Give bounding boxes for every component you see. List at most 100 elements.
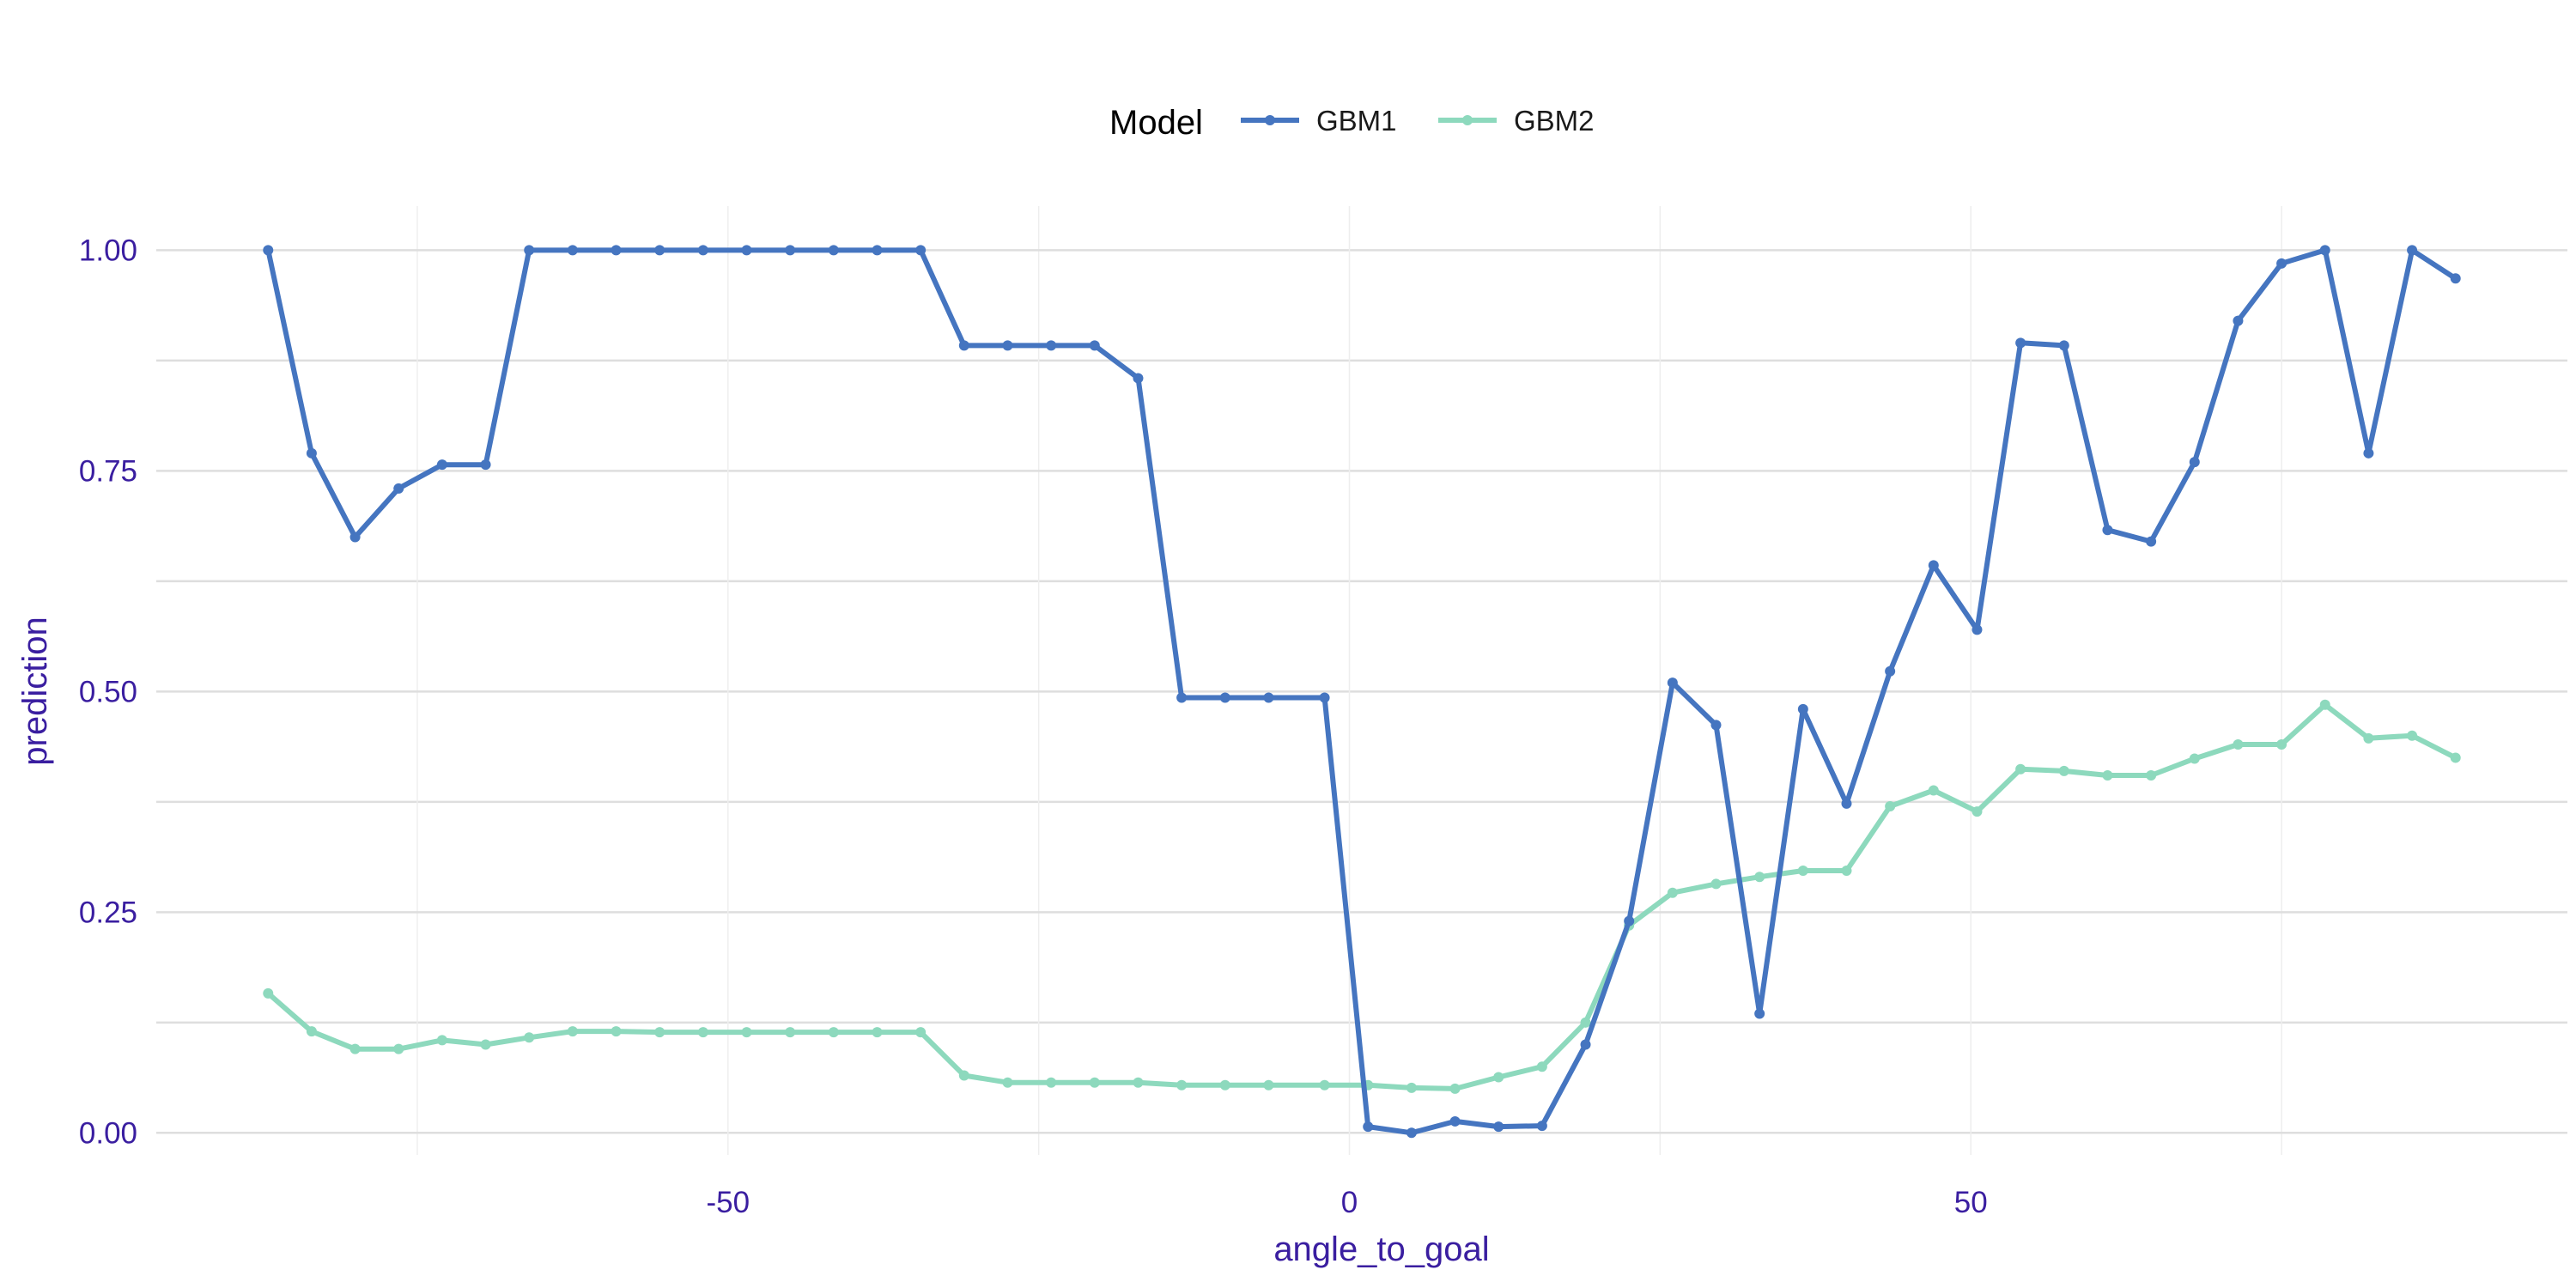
point-gbm2-13 — [828, 1027, 839, 1038]
point-gbm1-9 — [654, 245, 665, 256]
point-gbm1-0 — [263, 245, 274, 256]
point-gbm2-22 — [1219, 1079, 1230, 1091]
point-gbm1-44 — [2189, 457, 2200, 468]
point-gbm2-11 — [741, 1027, 752, 1038]
point-gbm1-12 — [785, 245, 796, 256]
point-gbm2-10 — [697, 1027, 708, 1038]
point-gbm1-20 — [1133, 373, 1144, 384]
point-gbm2-49 — [2407, 730, 2418, 741]
point-gbm2-35 — [1797, 866, 1808, 877]
point-gbm1-40 — [2015, 337, 2026, 349]
point-gbm1-32 — [1667, 677, 1678, 689]
point-gbm1-28 — [1493, 1121, 1504, 1133]
point-gbm1-22 — [1219, 692, 1230, 703]
y-tick-label-1: 0.25 — [79, 896, 137, 929]
grid-major — [156, 206, 2567, 1155]
point-gbm1-14 — [872, 245, 883, 256]
y-axis-tick-labels: 0.00 0.25 0.50 0.75 1.00 — [79, 234, 137, 1150]
point-gbm1-38 — [1928, 560, 1939, 571]
point-gbm1-7 — [567, 245, 578, 256]
point-gbm1-5 — [480, 459, 491, 471]
point-gbm2-42 — [2102, 770, 2113, 781]
point-gbm1-23 — [1263, 692, 1274, 703]
point-gbm2-39 — [1971, 806, 1983, 817]
point-gbm2-3 — [393, 1043, 404, 1054]
point-gbm1-13 — [828, 245, 839, 256]
point-gbm2-24 — [1319, 1079, 1330, 1091]
point-gbm1-33 — [1710, 720, 1722, 731]
point-gbm2-36 — [1841, 866, 1852, 877]
point-gbm2-41 — [2058, 765, 2069, 776]
point-gbm2-26 — [1406, 1082, 1417, 1093]
point-gbm2-34 — [1754, 872, 1765, 883]
point-gbm1-30 — [1580, 1039, 1591, 1050]
point-gbm1-25 — [1363, 1121, 1374, 1133]
legend-title: Model — [1109, 104, 1203, 142]
point-gbm1-21 — [1176, 692, 1188, 703]
y-axis-title: prediction — [16, 617, 54, 765]
point-gbm1-34 — [1754, 1008, 1765, 1019]
point-gbm2-15 — [915, 1027, 927, 1038]
point-gbm2-33 — [1710, 878, 1722, 890]
point-gbm2-48 — [2363, 732, 2374, 744]
y-tick-label-0: 0.00 — [79, 1116, 137, 1150]
point-gbm2-44 — [2189, 753, 2200, 764]
point-gbm1-1 — [306, 447, 317, 459]
point-gbm2-23 — [1263, 1079, 1274, 1091]
point-gbm1-50 — [2450, 273, 2461, 284]
point-gbm2-47 — [2319, 699, 2330, 710]
point-gbm1-45 — [2233, 315, 2244, 326]
point-gbm1-8 — [611, 245, 622, 256]
point-gbm1-17 — [1002, 340, 1013, 351]
y-tick-label-4: 1.00 — [79, 234, 137, 267]
y-tick-label-3: 0.75 — [79, 454, 137, 488]
point-gbm1-35 — [1797, 703, 1808, 714]
point-gbm2-38 — [1928, 785, 1939, 796]
point-gbm1-39 — [1971, 624, 1983, 635]
point-gbm1-26 — [1406, 1127, 1417, 1139]
point-gbm1-41 — [2058, 340, 2069, 351]
point-gbm2-32 — [1667, 887, 1678, 898]
legend-key-point-gbm1 — [1265, 115, 1275, 125]
x-tick-label-2: 50 — [1954, 1186, 1988, 1219]
point-gbm1-19 — [1089, 340, 1100, 351]
x-axis-title: angle_to_goal — [1273, 1230, 1489, 1268]
point-gbm2-43 — [2146, 770, 2157, 781]
point-gbm1-24 — [1319, 692, 1330, 703]
point-gbm2-16 — [958, 1070, 969, 1081]
x-axis-tick-labels: -50 0 50 — [707, 1186, 1988, 1219]
point-gbm1-37 — [1885, 665, 1896, 677]
point-gbm1-18 — [1046, 340, 1057, 351]
series-gbm1 — [263, 245, 2461, 1139]
point-gbm2-27 — [1449, 1083, 1461, 1094]
point-gbm1-10 — [697, 245, 708, 256]
point-gbm1-42 — [2102, 525, 2113, 536]
point-gbm2-8 — [611, 1026, 622, 1037]
point-gbm1-11 — [741, 245, 752, 256]
point-gbm1-46 — [2276, 258, 2287, 269]
point-gbm1-36 — [1841, 798, 1852, 809]
point-gbm1-47 — [2319, 245, 2330, 256]
x-tick-label-1: 0 — [1341, 1186, 1358, 1219]
point-gbm2-21 — [1176, 1079, 1188, 1091]
point-gbm1-16 — [958, 340, 969, 351]
point-gbm1-6 — [524, 245, 535, 256]
point-gbm2-1 — [306, 1026, 317, 1037]
point-gbm1-48 — [2363, 447, 2374, 459]
point-gbm2-50 — [2450, 752, 2461, 763]
point-gbm2-0 — [263, 987, 274, 999]
point-gbm2-7 — [567, 1026, 578, 1037]
point-gbm1-3 — [393, 483, 404, 494]
point-gbm2-37 — [1885, 800, 1896, 811]
point-gbm2-46 — [2276, 739, 2287, 750]
grid-minor — [156, 206, 2567, 1155]
point-gbm2-9 — [654, 1027, 665, 1038]
point-gbm1-2 — [349, 532, 361, 543]
point-gbm2-29 — [1536, 1061, 1547, 1072]
point-gbm1-27 — [1449, 1115, 1461, 1127]
legend-label-gbm1: GBM1 — [1316, 105, 1397, 137]
point-gbm2-2 — [349, 1043, 361, 1054]
point-gbm2-20 — [1133, 1077, 1144, 1088]
point-gbm2-40 — [2015, 763, 2026, 775]
